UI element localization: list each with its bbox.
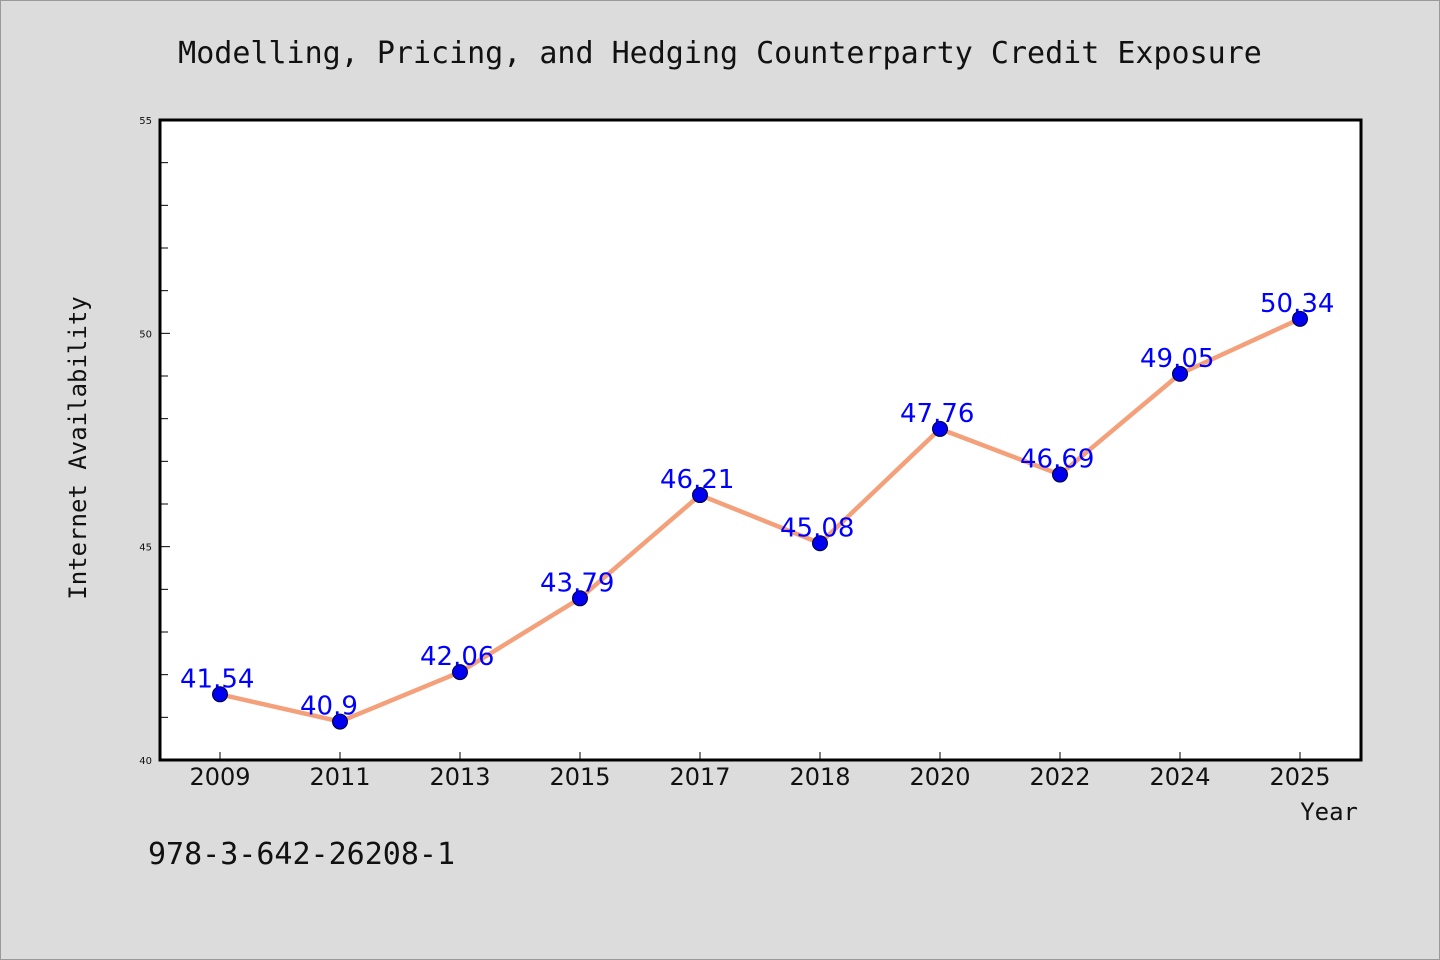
series-line-group xyxy=(217,316,1303,724)
data-label: 49.05 xyxy=(1140,344,1214,374)
plot-area xyxy=(160,120,1361,760)
x-tick-label: 2017 xyxy=(669,763,730,791)
x-tick-label: 2011 xyxy=(309,763,370,791)
x-axis-title: Year xyxy=(1300,798,1358,826)
data-point xyxy=(1172,365,1188,382)
data-label: 40.9 xyxy=(300,692,358,722)
x-tick-label: 2025 xyxy=(1269,763,1330,791)
data-point xyxy=(692,487,708,504)
x-tick-label: 2009 xyxy=(189,763,250,791)
data-point xyxy=(1292,310,1308,327)
isbn-annotation: 978-3-642-26208-1 xyxy=(148,837,455,872)
data-label: 41.54 xyxy=(180,664,254,694)
x-axis-ticks: 2009 2011 2013 2015 2017 2018 2020 2022 2024 2025 xyxy=(189,752,1331,791)
x-tick-label: 2020 xyxy=(909,763,970,791)
data-label: 47.76 xyxy=(900,399,974,429)
data-point xyxy=(452,664,468,681)
data-point xyxy=(332,713,348,730)
data-point xyxy=(812,535,828,552)
data-markers xyxy=(212,310,1308,730)
y-tick-label: 50 xyxy=(139,329,152,340)
x-tick-label: 2013 xyxy=(429,763,490,791)
y-tick-label: 45 xyxy=(139,543,152,554)
data-point xyxy=(932,420,948,437)
data-point xyxy=(572,590,588,607)
y-axis-title: Internet Availability xyxy=(64,296,92,599)
data-labels: 41.54 40.9 42.06 43.79 46.21 45.08 47.76 46.69 4… xyxy=(180,289,1334,722)
y-tick-label: 55 xyxy=(139,116,152,127)
x-tick-label: 2022 xyxy=(1029,763,1090,791)
y-tick-label: 40 xyxy=(139,756,152,767)
data-point xyxy=(1052,466,1068,483)
data-label: 45.08 xyxy=(780,513,854,543)
plot-border xyxy=(158,118,1363,762)
data-label: 43.79 xyxy=(540,568,614,598)
series-line xyxy=(217,316,1303,724)
x-tick-label: 2018 xyxy=(789,763,850,791)
data-label: 50.34 xyxy=(1260,289,1334,319)
data-label: 42.06 xyxy=(420,642,494,672)
x-tick-label: 2015 xyxy=(549,763,610,791)
data-label: 46.69 xyxy=(1020,445,1094,475)
data-point xyxy=(212,686,228,703)
chart-title: Modelling, Pricing, and Hedging Counterp… xyxy=(178,36,1262,71)
data-label: 46.21 xyxy=(660,465,734,495)
x-tick-label: 2024 xyxy=(1149,763,1210,791)
